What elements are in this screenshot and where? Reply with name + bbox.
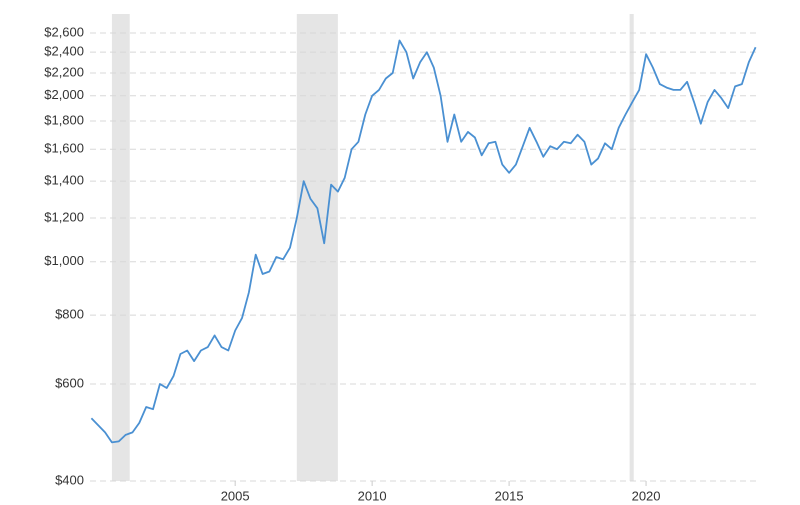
y-tick-label: $800 (55, 307, 84, 322)
x-tick-label: 2020 (632, 488, 661, 503)
y-tick-label: $600 (55, 375, 84, 390)
x-tick-label: 2005 (221, 488, 250, 503)
recession-band (111, 14, 130, 481)
y-tick-label: $1,200 (44, 209, 84, 224)
y-tick-label: $1,400 (44, 173, 84, 188)
y-tick-label: $2,000 (44, 87, 84, 102)
y-tick-label: $1,600 (44, 141, 84, 156)
y-tick-label: $2,400 (44, 44, 84, 59)
price-line (90, 39, 757, 444)
x-tick-label: 2015 (495, 488, 524, 503)
y-tick-label: $2,600 (44, 24, 84, 39)
y-tick-label: $1,800 (44, 112, 84, 127)
x-tick-label: 2010 (358, 488, 387, 503)
y-tick-label: $1,000 (44, 253, 84, 268)
recession-band (296, 14, 338, 481)
recession-band (629, 14, 634, 481)
y-tick-label: $2,200 (44, 64, 84, 79)
y-tick-label: $400 (55, 472, 84, 487)
